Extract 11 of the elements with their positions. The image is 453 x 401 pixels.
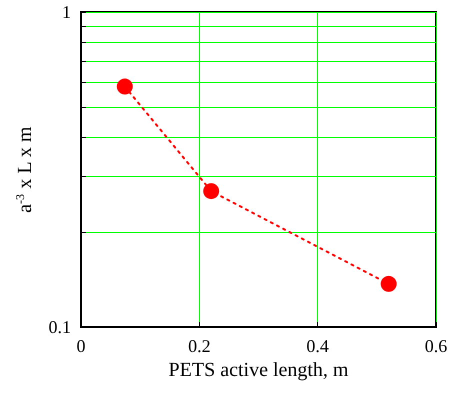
y-axis-title: a-3 x L x m bbox=[13, 126, 36, 213]
x-axis-title: PETS active length, m bbox=[168, 358, 349, 381]
x-tick-label: 0.6 bbox=[424, 336, 448, 356]
point bbox=[116, 78, 133, 95]
y-tick-label: 1 bbox=[62, 2, 71, 22]
point bbox=[380, 276, 397, 292]
x-tick-label: 0 bbox=[76, 336, 86, 356]
point bbox=[203, 183, 220, 200]
y-tick-label: 0.1 bbox=[48, 317, 71, 337]
x-tick-label: 0.4 bbox=[306, 336, 329, 356]
x-tick-label: 0.2 bbox=[188, 336, 211, 356]
